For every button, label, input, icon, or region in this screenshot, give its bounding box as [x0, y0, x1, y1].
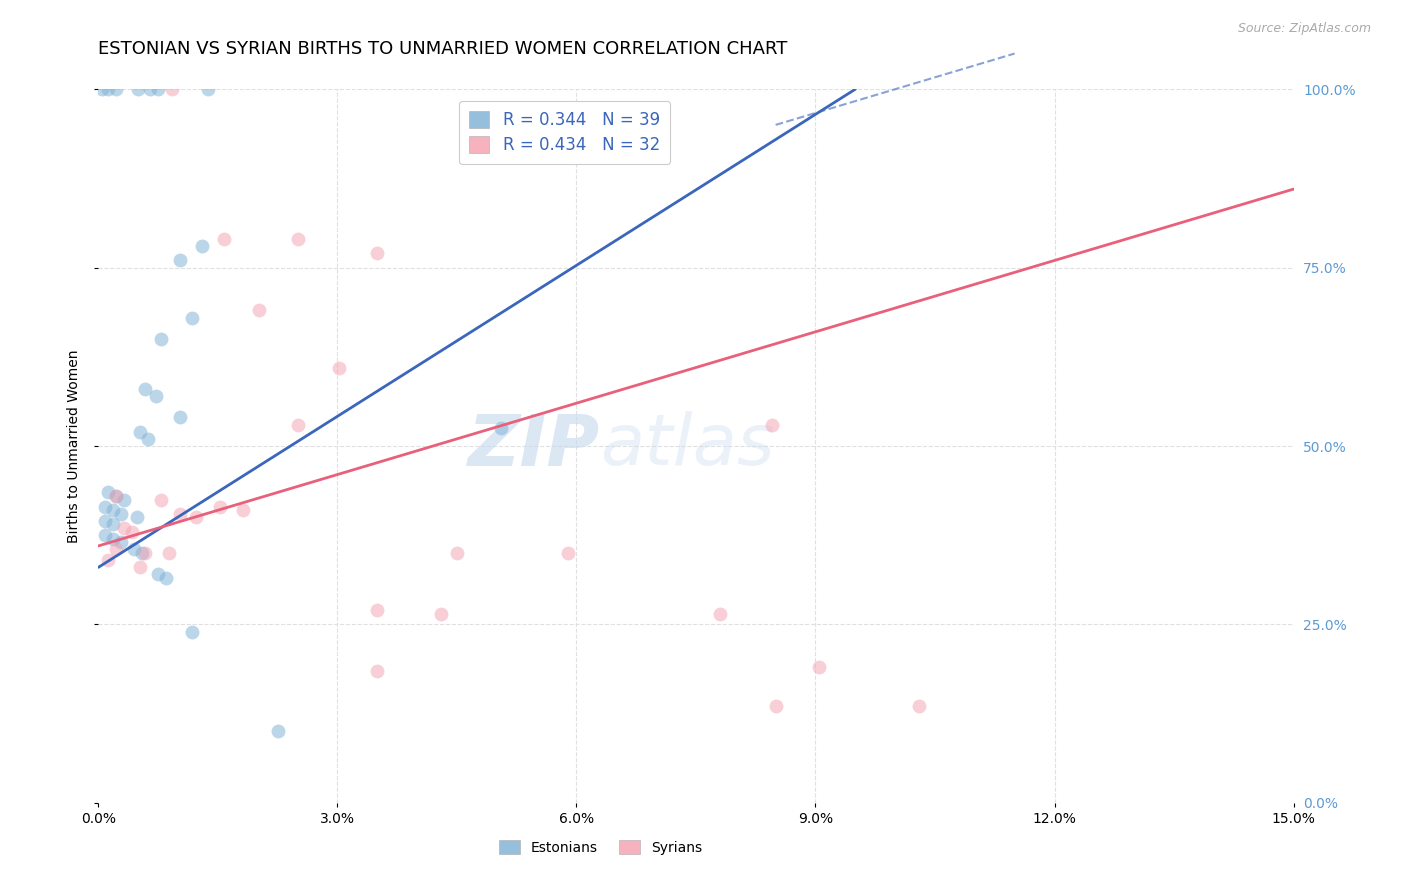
- Point: [136, 432, 159, 446]
- Point: [91, 82, 114, 96]
- Point: [328, 360, 350, 375]
- Point: [214, 232, 236, 246]
- Point: [908, 699, 931, 714]
- Point: [169, 410, 191, 425]
- Point: [808, 660, 831, 674]
- Point: [134, 546, 156, 560]
- Point: [125, 510, 148, 524]
- Point: [181, 624, 204, 639]
- Point: [104, 489, 127, 503]
- Point: [155, 571, 177, 585]
- Point: [148, 82, 170, 96]
- Point: [184, 510, 207, 524]
- Text: Source: ZipAtlas.com: Source: ZipAtlas.com: [1237, 22, 1371, 36]
- Legend: Estonians, Syrians: Estonians, Syrians: [494, 834, 707, 860]
- Point: [208, 500, 231, 514]
- Point: [131, 546, 153, 560]
- Point: [110, 535, 132, 549]
- Y-axis label: Births to Unmarried Women: Births to Unmarried Women: [67, 350, 82, 542]
- Point: [104, 542, 127, 557]
- Point: [366, 246, 388, 260]
- Point: [128, 560, 150, 574]
- Text: ESTONIAN VS SYRIAN BIRTHS TO UNMARRIED WOMEN CORRELATION CHART: ESTONIAN VS SYRIAN BIRTHS TO UNMARRIED W…: [98, 40, 787, 58]
- Point: [709, 607, 731, 621]
- Point: [287, 417, 309, 432]
- Point: [101, 503, 124, 517]
- Point: [247, 303, 270, 318]
- Point: [97, 553, 120, 567]
- Point: [181, 310, 204, 325]
- Point: [149, 492, 172, 507]
- Point: [366, 664, 388, 678]
- Point: [121, 524, 143, 539]
- Point: [169, 253, 191, 268]
- Point: [157, 546, 180, 560]
- Point: [148, 567, 170, 582]
- Point: [145, 389, 167, 403]
- Point: [124, 542, 146, 557]
- Point: [446, 546, 468, 560]
- Point: [101, 532, 124, 546]
- Point: [97, 82, 120, 96]
- Point: [101, 517, 124, 532]
- Point: [97, 485, 120, 500]
- Point: [267, 724, 290, 739]
- Point: [134, 382, 156, 396]
- Point: [128, 425, 150, 439]
- Text: ZIP: ZIP: [468, 411, 600, 481]
- Point: [761, 417, 783, 432]
- Point: [366, 603, 388, 617]
- Point: [557, 546, 579, 560]
- Point: [104, 489, 127, 503]
- Point: [127, 82, 149, 96]
- Point: [94, 500, 117, 514]
- Point: [104, 82, 127, 96]
- Point: [112, 521, 135, 535]
- Point: [94, 528, 117, 542]
- Point: [197, 82, 219, 96]
- Point: [112, 492, 135, 507]
- Point: [765, 699, 787, 714]
- Point: [160, 82, 183, 96]
- Point: [94, 514, 117, 528]
- Point: [430, 607, 453, 621]
- Point: [149, 332, 172, 346]
- Text: atlas: atlas: [600, 411, 775, 481]
- Point: [169, 507, 191, 521]
- Point: [232, 503, 254, 517]
- Point: [191, 239, 214, 253]
- Point: [139, 82, 162, 96]
- Point: [287, 232, 309, 246]
- Point: [489, 421, 512, 435]
- Point: [110, 507, 132, 521]
